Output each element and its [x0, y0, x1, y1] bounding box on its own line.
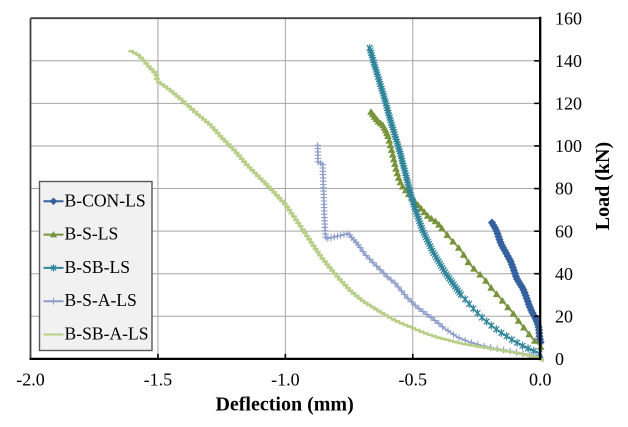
svg-text:B-S-LS: B-S-LS — [65, 224, 119, 244]
svg-text:B-SB-A-LS: B-SB-A-LS — [65, 324, 149, 344]
svg-text:-1.0: -1.0 — [271, 370, 300, 390]
svg-text:Load (kN): Load (kN) — [592, 142, 614, 230]
svg-text:0.0: 0.0 — [529, 370, 552, 390]
svg-text:Deflection (mm): Deflection (mm) — [215, 393, 353, 415]
svg-text:B-S-A-LS: B-S-A-LS — [65, 290, 137, 310]
svg-text:B-SB-LS: B-SB-LS — [65, 257, 131, 277]
svg-text:160: 160 — [555, 8, 582, 28]
svg-text:B-CON-LS: B-CON-LS — [65, 190, 146, 210]
svg-text:-2.0: -2.0 — [16, 370, 45, 390]
svg-text:100: 100 — [555, 136, 582, 156]
svg-text:60: 60 — [555, 221, 573, 241]
svg-text:0: 0 — [555, 349, 564, 369]
svg-text:-1.5: -1.5 — [144, 370, 173, 390]
svg-text:80: 80 — [555, 179, 573, 199]
svg-text:20: 20 — [555, 307, 573, 327]
svg-text:120: 120 — [555, 94, 582, 114]
svg-text:40: 40 — [555, 264, 573, 284]
svg-text:140: 140 — [555, 51, 582, 71]
svg-text:-0.5: -0.5 — [399, 370, 428, 390]
